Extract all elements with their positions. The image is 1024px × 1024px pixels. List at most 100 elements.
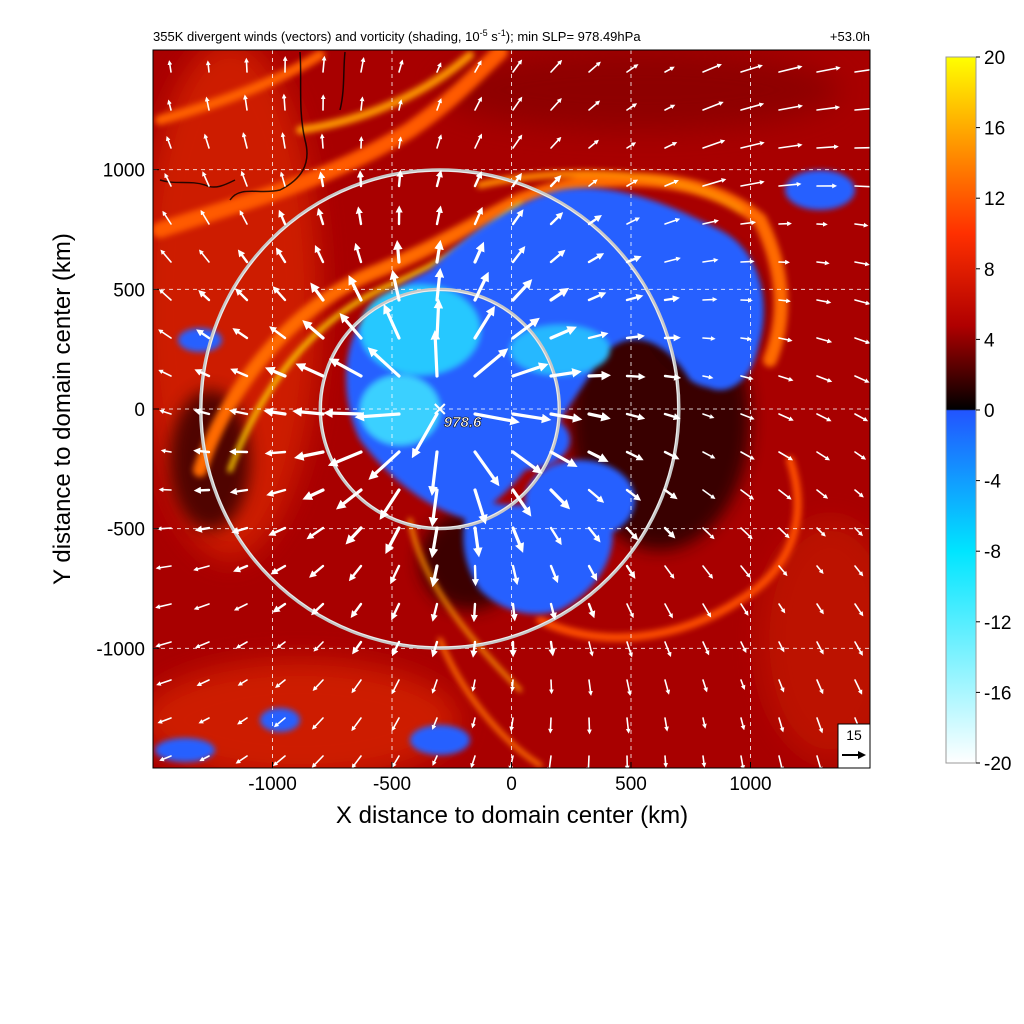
wind-vector-200	[549, 450, 578, 467]
wind-vector-31	[626, 103, 638, 111]
wind-vector-41	[280, 132, 286, 149]
wind-vector-219	[549, 488, 571, 510]
wind-vector-26	[436, 98, 442, 111]
wind-vector-63	[396, 169, 404, 188]
wind-vector-319	[740, 679, 746, 691]
wind-vector-151	[854, 337, 870, 345]
wind-vector-50	[626, 142, 637, 149]
x-axis-ticks: -1000 -500 0 500 1000	[248, 762, 772, 795]
wind-vector-241	[663, 526, 676, 539]
wind-vector-220	[587, 488, 605, 503]
wind-vector-271	[350, 602, 363, 618]
wind-vector-239	[587, 526, 601, 543]
wind-vector-140	[433, 298, 444, 340]
wind-vector-311	[431, 679, 438, 694]
wind-vector-221	[625, 488, 642, 501]
wind-vector-126	[625, 293, 644, 302]
wind-vector-243	[740, 527, 753, 540]
slp-center-x-icon	[434, 403, 446, 415]
wind-vector-72	[740, 180, 765, 187]
wind-vector-184	[663, 412, 681, 421]
wind-vector-331	[471, 717, 476, 729]
range-ring-0	[318, 287, 562, 531]
wind-vector-8	[474, 60, 482, 73]
x-tick-label-4: 1000	[729, 774, 771, 795]
wind-vector-217	[473, 488, 488, 525]
wind-vector-244	[778, 527, 790, 539]
wind-vector-322	[854, 679, 863, 695]
wind-vector-326	[273, 717, 286, 728]
wind-vector-79	[278, 209, 287, 226]
wind-vector-199	[511, 450, 543, 474]
wind-vector-48	[550, 136, 562, 149]
wind-vector-342	[159, 755, 172, 762]
wind-vector-198	[473, 450, 500, 487]
wind-vector-21	[243, 94, 248, 111]
wind-vector-170	[854, 375, 870, 383]
wind-vector-55	[816, 144, 839, 150]
wind-vector-315	[588, 679, 593, 696]
wind-vector-75	[854, 184, 870, 190]
wind-vector-71	[702, 178, 727, 187]
wind-vector-133	[158, 329, 172, 339]
wind-vector-349	[432, 755, 438, 766]
wind-vector-208	[854, 451, 867, 460]
wind-vector-69	[626, 179, 639, 187]
wind-vector-189	[854, 413, 869, 422]
wind-vector-228	[156, 526, 172, 532]
wind-vector-344	[235, 755, 248, 764]
wind-vector-141	[473, 305, 495, 340]
wind-vector-40	[241, 132, 248, 149]
wind-vector-166	[702, 374, 714, 380]
wind-vector-96	[198, 249, 210, 263]
wind-vector-163	[587, 370, 611, 381]
wind-vector-108	[664, 256, 681, 263]
wind-vector-131	[816, 299, 832, 305]
wind-vector-212	[266, 488, 287, 497]
wind-vector-132	[854, 299, 870, 306]
wind-vector-206	[778, 451, 794, 461]
wind-vector-73	[778, 181, 802, 187]
wind-vector-232	[306, 526, 325, 540]
wind-vector-143	[549, 326, 577, 340]
wind-vector-280	[702, 603, 712, 618]
wind-vector-78	[239, 210, 248, 225]
wind-vector-85	[511, 209, 524, 226]
wind-vector-276	[549, 602, 557, 620]
wind-vector-242	[702, 527, 715, 540]
wind-vector-100	[353, 242, 363, 264]
wind-vector-269	[272, 602, 287, 613]
wind-vector-12	[626, 64, 639, 73]
y-tick-label-4: 1000	[103, 161, 145, 182]
wind-vector-301	[778, 641, 785, 653]
wind-vector-358	[778, 755, 784, 768]
wind-vector-205	[740, 451, 755, 460]
colorbar-bar	[945, 56, 977, 764]
wind-vector-37	[854, 107, 870, 111]
wind-vector-223	[702, 489, 716, 500]
wind-vector-157	[328, 358, 363, 378]
wind-vector-107	[625, 255, 642, 264]
divergent-wind-vectors	[155, 55, 870, 768]
wind-vector-323	[157, 717, 172, 724]
wind-vector-16	[778, 65, 803, 73]
wind-vector-292	[430, 640, 439, 658]
wind-vector-353	[586, 755, 591, 768]
colorbar: 20 16 12 8 4 0 -4 -8 -12 -16 -20	[945, 48, 1011, 775]
wind-vector-191	[193, 447, 211, 455]
wind-vector-77	[200, 209, 210, 225]
wind-vector-45	[436, 134, 443, 149]
wind-vector-214	[336, 488, 363, 510]
wind-vector-90	[702, 219, 719, 225]
wind-vector-66	[511, 172, 522, 188]
wind-vector-337	[702, 717, 707, 729]
wind-vector-257	[549, 564, 559, 584]
wind-vector-302	[816, 641, 824, 655]
wind-vector-283	[816, 603, 824, 615]
wind-vector-51	[664, 142, 678, 149]
colorbar-tick-label-9: -16	[984, 683, 1011, 704]
wind-vector-338	[740, 717, 746, 731]
wind-vector-54	[778, 142, 803, 149]
wind-vector-2	[244, 57, 249, 73]
wind-vector-282	[778, 603, 786, 614]
